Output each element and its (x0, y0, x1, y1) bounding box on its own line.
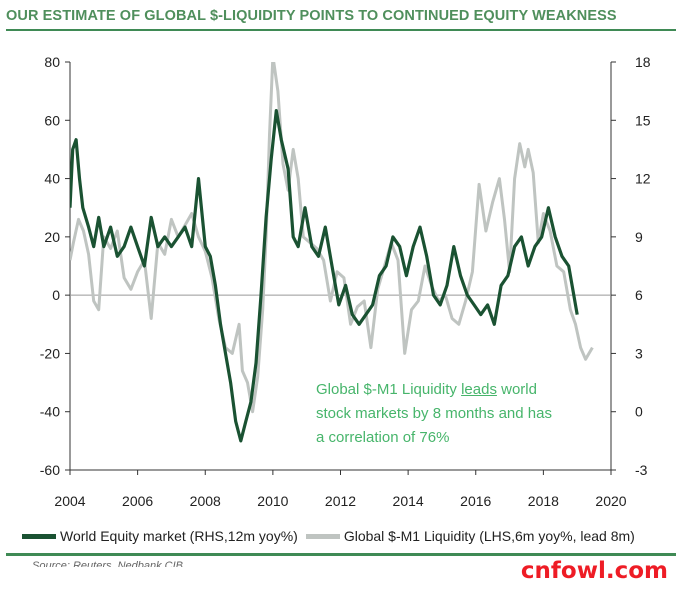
legend-swatch-equity (22, 533, 56, 539)
line-chart: 2004 2006 2008 2010 2012 2014 2016 2018 2020 806… (40, 54, 651, 509)
left-tick-label: 60 (44, 112, 60, 128)
left-tick-label: -40 (40, 404, 60, 420)
legend-swatch-liquidity (305, 533, 340, 539)
legend-item-liquidity: Global $-M1 Liquidity (LHS,6m yoy%, lead… (305, 528, 635, 544)
series-lines (70, 62, 594, 443)
chart-title: OUR ESTIMATE OF GLOBAL $-LIQUIDITY POINT… (6, 8, 617, 24)
x-tick-label: 2020 (595, 493, 626, 509)
legend-item-equity: World Equity market (RHS,12m yoy%) (22, 528, 298, 544)
footer-rule (6, 553, 676, 556)
x-tick-label: 2012 (325, 493, 356, 509)
x-tick-label: 2010 (257, 493, 288, 509)
right-tick-label: 3 (635, 345, 643, 361)
right-tick-label: 0 (635, 404, 643, 420)
left-tick-label: 40 (44, 171, 60, 187)
right-tick-label: -3 (635, 462, 648, 478)
annotation-line1-a: Global $-M1 Liquidity (316, 381, 462, 398)
right-axis-ticks: 18 15 12 9 6 3 0 -3 (611, 54, 651, 478)
annotation-line2: stock markets by 8 months and has (316, 405, 552, 422)
annotation-line3: a correlation of 76% (316, 429, 450, 446)
x-tick-label: 2008 (190, 493, 221, 509)
series-liquidity-line (70, 62, 594, 414)
right-tick-label: 9 (635, 229, 643, 245)
right-tick-label: 15 (635, 112, 651, 128)
title-rule (6, 29, 676, 31)
left-tick-label: -60 (40, 462, 60, 478)
x-tick-label: 2018 (528, 493, 559, 509)
watermark: cnfowl.com (520, 558, 668, 584)
annotation-line1-c: world (496, 381, 537, 398)
left-axis-ticks: 80 60 40 20 0 -20 -40 -60 (40, 54, 70, 478)
legend-label-liquidity: Global $-M1 Liquidity (LHS,6m yoy%, lead… (343, 528, 635, 544)
x-tick-label: 2016 (460, 493, 491, 509)
right-tick-label: 12 (635, 171, 651, 187)
left-tick-label: 80 (44, 54, 60, 70)
left-tick-label: 0 (52, 287, 60, 303)
left-tick-label: -20 (40, 345, 60, 361)
annotation-line1-b: leads (461, 381, 497, 398)
x-tick-label: 2014 (393, 493, 424, 509)
chart-legend: World Equity market (RHS,12m yoy%) Globa… (22, 524, 643, 548)
left-tick-label: 20 (44, 229, 60, 245)
x-tick-label: 2006 (122, 493, 153, 509)
correlation-annotation: Global $-M1 Liquidity leads world stock … (316, 378, 556, 450)
right-tick-label: 18 (635, 54, 651, 70)
x-tick-label: 2004 (54, 493, 85, 509)
series-equity-line (70, 108, 579, 443)
legend-label-equity: World Equity market (RHS,12m yoy%) (60, 528, 298, 544)
x-axis-ticks: 2004 2006 2008 2010 2012 2014 2016 2018 2020 (54, 470, 627, 509)
right-tick-label: 6 (635, 287, 643, 303)
source-note: Source: Reuters, Nedbank CIB (32, 560, 184, 567)
